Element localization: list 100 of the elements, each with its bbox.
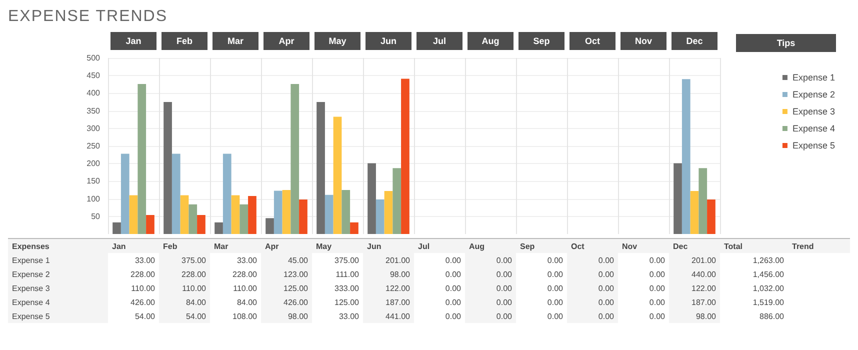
- x-tick-label: Dec: [686, 36, 703, 46]
- x-tick-label: Feb: [176, 36, 193, 46]
- legend-label: Expense 3: [792, 106, 835, 116]
- data-label: 98.00: [669, 309, 720, 323]
- bar: [146, 214, 154, 234]
- data-label: 84.00: [159, 295, 210, 309]
- data-label: 0.00: [465, 267, 516, 281]
- data-label: 0.00: [414, 281, 465, 295]
- data-label: 0.00: [414, 295, 465, 309]
- x-tick-label: Sep: [533, 36, 550, 46]
- bar: [248, 196, 256, 234]
- x-tick-label: Aug: [482, 36, 500, 46]
- bar: [240, 204, 248, 234]
- data-label: 0.00: [567, 253, 618, 267]
- bar: [401, 78, 410, 234]
- bar: [282, 190, 291, 234]
- bar: [392, 168, 402, 234]
- category-label: Oct: [571, 242, 584, 250]
- text: 1,456.00: [752, 268, 785, 280]
- bar: [324, 194, 334, 234]
- data-label: 0.00: [567, 295, 618, 309]
- legend-label: Expense 4: [792, 124, 835, 134]
- data-label: 0.00: [618, 309, 669, 323]
- category-label: May: [316, 242, 332, 250]
- bar: [368, 163, 376, 234]
- data-label: 0.00: [414, 267, 465, 281]
- x-tick-label: May: [328, 36, 346, 46]
- bar: [682, 79, 690, 234]
- text: 1,519.00: [752, 296, 785, 308]
- data-label: 228.00: [210, 267, 261, 281]
- data-label: 187.00: [669, 295, 720, 309]
- text: 1,032.00: [752, 282, 785, 294]
- category-label: Dec: [673, 242, 688, 250]
- bar: [384, 191, 393, 234]
- category-label: Sep: [520, 242, 535, 250]
- bar: [342, 190, 350, 234]
- data-label: 333.00: [312, 281, 363, 295]
- bar: [674, 163, 682, 234]
- data-label: 125.00: [312, 295, 363, 309]
- x-tick-label: Jan: [126, 36, 142, 46]
- data-label: 0.00: [414, 253, 465, 267]
- data-label: 187.00: [363, 295, 414, 309]
- data-label: 33.00: [312, 309, 363, 323]
- data-label: 45.00: [261, 253, 312, 267]
- bar: [266, 218, 274, 234]
- text: Expenses: [11, 240, 50, 253]
- category-label: Nov: [622, 242, 638, 250]
- text: Expense 3: [12, 284, 50, 292]
- data-label: 0.00: [516, 267, 567, 281]
- legend-title: Tips: [776, 38, 796, 48]
- data-label: 98.00: [261, 309, 312, 323]
- data-label: 440.00: [669, 267, 720, 281]
- data-label: 0.00: [567, 309, 618, 323]
- text: 886.00: [758, 310, 785, 322]
- x-tick-label: Jun: [380, 36, 397, 46]
- data-label: 0.00: [516, 281, 567, 295]
- data-label: 125.00: [261, 281, 312, 295]
- data-label: 110.00: [159, 281, 210, 295]
- y-tick-label: 450: [86, 71, 101, 80]
- bar: [290, 84, 300, 234]
- data-label: 0.00: [465, 281, 516, 295]
- bar: [350, 222, 358, 234]
- bar: [316, 102, 325, 234]
- bar: [214, 222, 223, 234]
- chart-title: EXPENSE TRENDS: [8, 8, 169, 27]
- bar: [333, 116, 342, 234]
- bar: [120, 154, 130, 234]
- text: Expense 4: [12, 298, 50, 306]
- data-label: 33.00: [210, 253, 261, 267]
- data-label: 110.00: [210, 281, 261, 295]
- data-label: 111.00: [312, 267, 363, 281]
- data-label: 375.00: [312, 253, 363, 267]
- data-label: 228.00: [108, 267, 159, 281]
- y-tick-label: 350: [86, 106, 101, 116]
- data-label: 123.00: [261, 267, 312, 281]
- x-tick-label: Jul: [432, 36, 446, 46]
- legend-label: Expense 1: [792, 72, 835, 82]
- text: 1,263.00: [752, 254, 785, 266]
- category-label: Jun: [367, 242, 382, 250]
- bar: [698, 168, 708, 234]
- data-label: 375.00: [159, 253, 210, 267]
- legend-label: Expense 5: [792, 140, 835, 150]
- text: Expense 5: [12, 312, 50, 320]
- bar: [690, 191, 699, 234]
- bar: [197, 214, 206, 234]
- y-tick-label: 500: [86, 54, 101, 62]
- text: Total: [723, 240, 744, 252]
- data-label: 54.00: [159, 309, 210, 323]
- y-tick-label: 400: [86, 88, 101, 98]
- data-label: 0.00: [516, 309, 567, 323]
- legend-label: Expense 2: [792, 90, 835, 100]
- x-tick-label: Mar: [227, 36, 244, 46]
- x-tick-label: Nov: [634, 36, 652, 46]
- data-label: 84.00: [210, 295, 261, 309]
- category-label: Apr: [265, 242, 279, 250]
- category-label: Aug: [469, 242, 485, 250]
- category-label: Jul: [418, 242, 430, 250]
- bar: [138, 84, 146, 234]
- y-tick-label: 250: [86, 142, 101, 150]
- bar: [299, 200, 308, 234]
